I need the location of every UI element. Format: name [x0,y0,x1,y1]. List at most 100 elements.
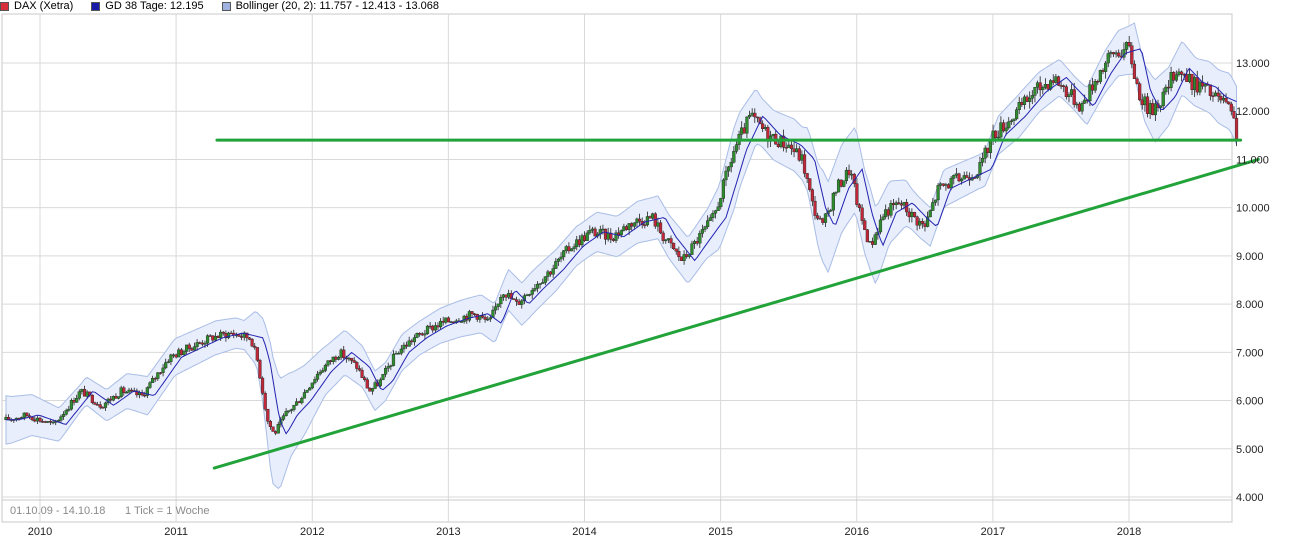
candle-body [101,407,105,409]
candle [897,197,901,205]
candle-body [116,396,121,399]
chart-legend: DAX (Xetra) GD 38 Tage: 12.195 Bollinger… [0,0,457,12]
candle [528,293,532,297]
candle-body [90,394,94,403]
candle-body [164,362,168,369]
candle-body [541,282,545,284]
candle [145,386,149,399]
candle-body [438,320,443,328]
candle-body [962,175,966,180]
candle-body [965,175,969,178]
candle-body [433,325,437,331]
candle [1161,88,1165,109]
candle [1127,35,1131,48]
candle-body [614,232,618,241]
candle-body [397,352,401,355]
candle [860,204,864,225]
candle-body [747,115,752,118]
candle [255,347,259,362]
candle-body [352,360,356,363]
candle-body [656,222,660,227]
candle-body [750,112,754,116]
candle-body [706,220,710,227]
candle-body [1195,77,1199,93]
candle-body [195,342,199,347]
candle-body [1148,103,1152,114]
candle-body [724,170,728,181]
candle-body [1135,78,1139,84]
candle [425,324,430,335]
candle [1012,118,1016,126]
candle-body [525,294,529,297]
candle [679,256,684,261]
candle [287,410,291,414]
candle [1093,78,1097,93]
candle [1056,75,1061,86]
candle [711,210,715,222]
candle-body [150,378,155,383]
y-tick-label: 10.000 [1236,203,1270,215]
candle-body [467,311,471,321]
candle [305,389,309,393]
candle-body [666,238,670,241]
x-tick-label: 2011 [164,526,188,538]
candle-body [619,230,623,236]
candle-body [415,333,419,338]
candle [753,108,757,123]
candle [569,248,574,252]
candle-body [263,392,267,410]
legend-label-dax: DAX (Xetra) [14,0,74,12]
candle [124,390,129,394]
candle [355,361,359,372]
candle-body [787,144,791,148]
candle-body [902,202,906,206]
candle [1033,86,1037,103]
candle-body [462,315,466,322]
candle [810,188,814,207]
candle-body [423,333,427,336]
candle [93,401,97,406]
candle-body [402,344,406,350]
candle-body [310,382,314,389]
candle-body [593,228,597,237]
candle-body [1009,120,1013,123]
candle [59,414,63,423]
candle [873,232,877,246]
candle-body [1090,84,1095,91]
x-tick-label: 2016 [845,526,869,538]
candle-body [111,395,115,401]
candle [381,374,385,381]
candle-body [1179,71,1184,75]
candle [415,332,419,339]
candle [829,208,833,212]
candle-body [321,370,325,373]
candle-body [721,179,725,199]
candle-body [208,335,212,337]
candle-body [48,421,53,423]
candle-body [1130,45,1134,65]
candle-body [1106,53,1110,64]
candle-body [871,241,875,245]
candle-body [420,333,424,336]
candle-body [808,178,812,190]
candle [260,376,265,396]
candle-body [114,395,118,399]
candle-body [219,331,223,338]
candle [1098,69,1102,85]
candle-body [863,220,867,230]
candle [1017,96,1021,115]
candle [980,152,985,167]
candle-body [300,397,304,404]
candle-body [1015,109,1019,120]
candle [310,382,314,390]
candle [747,110,752,120]
candle [77,389,81,401]
candle [446,316,451,323]
candle [1153,99,1157,121]
candle-body [1022,96,1027,106]
candle-body [949,178,953,189]
candle-body [347,357,351,360]
candle-body [221,331,225,334]
candle [98,401,102,410]
candle-body [1232,110,1236,119]
